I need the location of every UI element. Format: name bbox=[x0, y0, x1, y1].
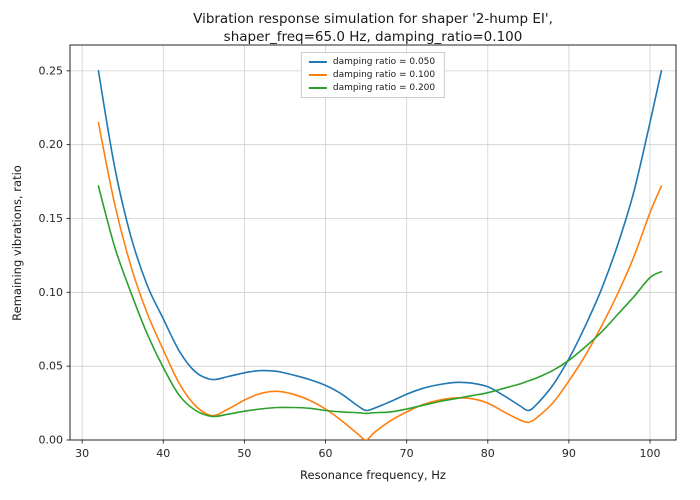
legend-item: damping ratio = 0.200 bbox=[308, 83, 436, 93]
svg-text:0.10: 0.10 bbox=[39, 286, 64, 299]
legend-label: damping ratio = 0.050 bbox=[332, 57, 436, 67]
legend-line-swatch bbox=[308, 74, 327, 76]
x-axis-label: Resonance frequency, Hz bbox=[300, 468, 446, 482]
legend-label: damping ratio = 0.100 bbox=[332, 70, 436, 80]
chart-title: Vibration response simulation for shaper… bbox=[70, 10, 676, 46]
svg-text:40: 40 bbox=[156, 447, 170, 460]
chart-title-line1: Vibration response simulation for shaper… bbox=[193, 11, 553, 27]
legend-line-swatch bbox=[308, 61, 327, 63]
svg-text:0.05: 0.05 bbox=[39, 360, 64, 373]
chart-title-line2: shaper_freq=65.0 Hz, damping_ratio=0.100 bbox=[223, 29, 523, 45]
svg-text:30: 30 bbox=[75, 447, 89, 460]
legend: damping ratio = 0.050 damping ratio = 0.… bbox=[300, 52, 446, 98]
svg-text:50: 50 bbox=[237, 447, 251, 460]
y-axis-label: Remaining vibrations, ratio bbox=[10, 165, 24, 321]
svg-text:60: 60 bbox=[319, 447, 333, 460]
legend-item: damping ratio = 0.100 bbox=[308, 70, 436, 80]
svg-text:80: 80 bbox=[481, 447, 495, 460]
legend-item: damping ratio = 0.050 bbox=[308, 57, 436, 67]
svg-text:0.15: 0.15 bbox=[39, 212, 64, 225]
svg-text:0.25: 0.25 bbox=[39, 64, 64, 77]
svg-text:90: 90 bbox=[562, 447, 576, 460]
svg-text:0.00: 0.00 bbox=[39, 434, 64, 447]
svg-text:0.20: 0.20 bbox=[39, 138, 64, 151]
legend-label: damping ratio = 0.200 bbox=[332, 83, 436, 93]
svg-text:70: 70 bbox=[400, 447, 414, 460]
legend-line-swatch bbox=[308, 87, 327, 89]
svg-text:100: 100 bbox=[640, 447, 661, 460]
